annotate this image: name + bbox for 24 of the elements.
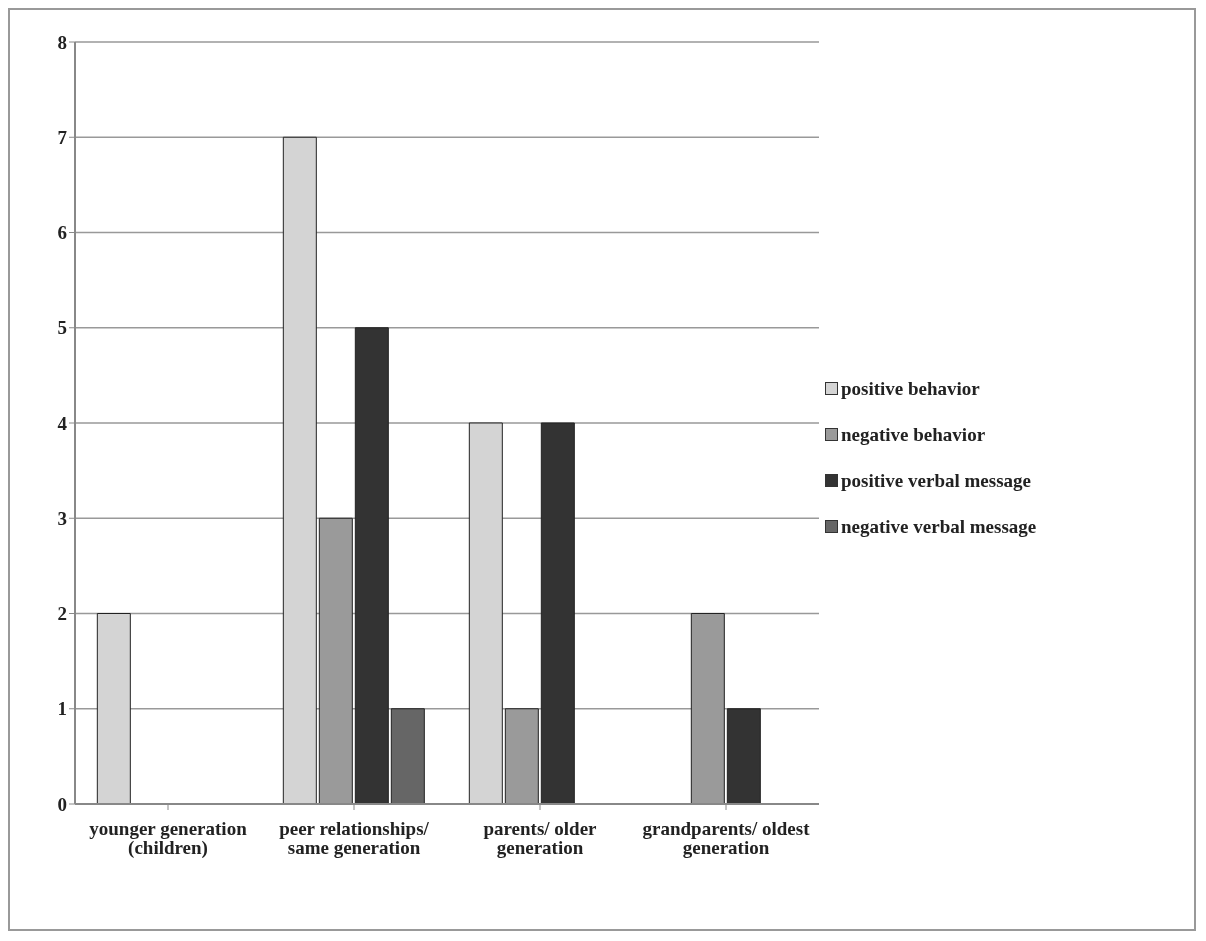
y-tick-label: 5 (57, 317, 67, 339)
legend-label: positive behavior (841, 377, 980, 400)
bar (390, 708, 425, 804)
legend-label: negative behavior (841, 423, 986, 446)
x-tick-label: parents/ older generation (483, 818, 598, 859)
bar (468, 422, 503, 804)
bar (96, 613, 131, 804)
y-tick-label: 4 (57, 412, 68, 434)
y-tick-label: 0 (57, 793, 67, 815)
bar (282, 136, 317, 804)
legend-label: negative verbal message (841, 515, 1037, 538)
y-tick-label: 1 (57, 698, 67, 720)
y-tick-label: 7 (57, 126, 68, 148)
bar (540, 422, 575, 804)
legend-label: positive verbal message (841, 469, 1031, 492)
bar (354, 327, 389, 804)
y-tick-label: 8 (57, 31, 67, 53)
x-tick-label: grandparents/ oldest generation (642, 818, 811, 859)
y-tick-label: 6 (57, 222, 67, 244)
x-tick-label: younger generation (children) (89, 818, 248, 860)
y-tick-label: 3 (57, 507, 67, 529)
bar (726, 708, 761, 804)
y-tick-label: 2 (57, 603, 67, 625)
x-tick-label: peer relationships/ same generation (279, 818, 430, 859)
